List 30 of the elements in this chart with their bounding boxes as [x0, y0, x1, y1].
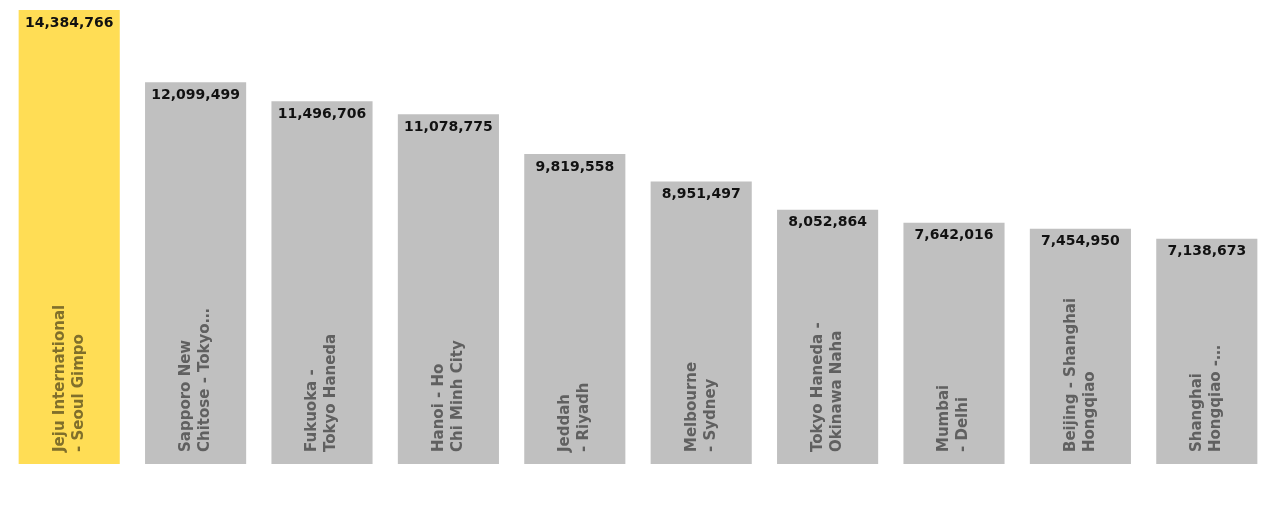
- x-tick-label: Jeju International - Seoul Gimpo: [49, 304, 87, 453]
- bar: [145, 82, 247, 464]
- x-tick-label: Shanghai Hongqiao -…: [1187, 344, 1225, 452]
- bar: [271, 101, 373, 464]
- x-tick-label: Mumbai - Delhi: [934, 384, 972, 452]
- x-tick-label: Jeddah - Riyadh: [555, 382, 593, 453]
- data-label: 8,951,497: [661, 185, 741, 202]
- x-tick-label: Sapporo New Chitose - Tokyo…: [175, 308, 213, 452]
- bar: [1029, 228, 1131, 464]
- data-label: 12,099,499: [151, 85, 240, 102]
- bar: [903, 222, 1005, 464]
- x-tick-label: Tokyo Haneda - Okinawa Naha: [807, 322, 845, 452]
- data-label: 11,496,706: [277, 104, 367, 121]
- bar: [397, 114, 499, 464]
- data-label: 14,384,766: [24, 13, 114, 30]
- data-label: 7,138,673: [1167, 242, 1247, 259]
- x-tick-label: Fukuoka - Tokyo Haneda: [302, 333, 340, 452]
- x-tick-label: Melbourne - Sydney: [681, 361, 719, 452]
- data-label: 7,642,016: [914, 226, 994, 243]
- bar: [650, 181, 752, 464]
- data-label: 7,454,950: [1040, 232, 1121, 249]
- bar: [18, 10, 120, 464]
- data-label: 11,078,775: [404, 117, 493, 134]
- x-tick-label: Beijing - Shanghai Hongqiao: [1060, 297, 1098, 452]
- bar: [524, 154, 626, 464]
- data-label: 9,819,558: [535, 157, 615, 174]
- x-tick-label: Hanoi - Ho Chi Minh City: [428, 339, 466, 452]
- bar: [777, 209, 879, 464]
- bar: [1156, 238, 1258, 464]
- data-label: 8,052,864: [788, 213, 868, 230]
